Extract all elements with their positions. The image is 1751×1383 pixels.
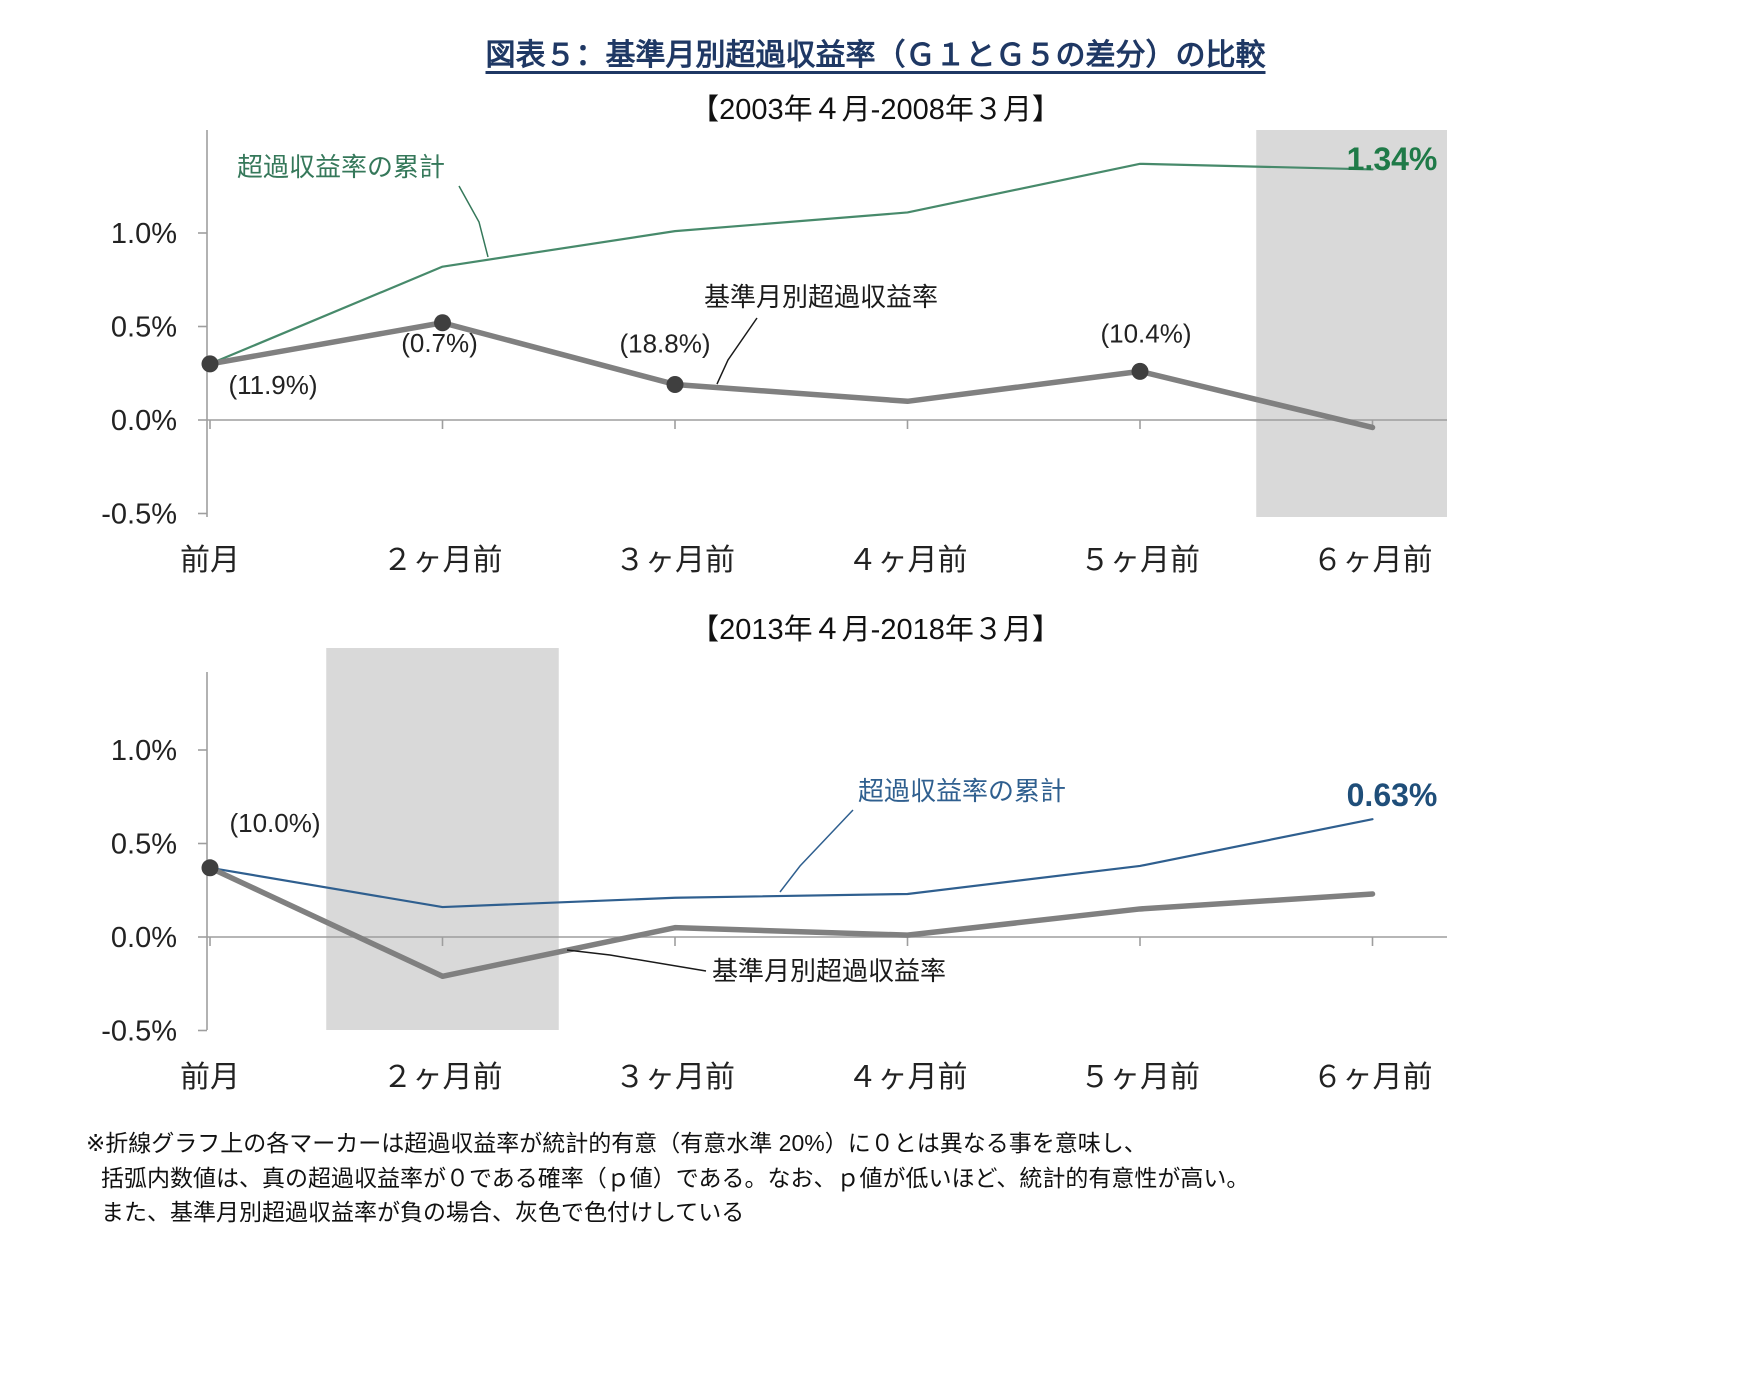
series-annotation-label: 基準月別超過収益率 — [704, 282, 938, 312]
y-tick-label: 0.5% — [111, 312, 177, 344]
annotation-callout — [716, 317, 758, 385]
series-line-cumulative — [208, 162, 1374, 365]
y-tick-label: -0.5% — [101, 499, 177, 531]
cumulative-end-value: 1.34% — [1347, 141, 1438, 177]
y-tick-label: -0.5% — [101, 1016, 177, 1048]
p-value-label: (11.9%) — [228, 370, 317, 400]
page-title: 図表５：基準月別超過収益率（Ｇ１とＧ５の差分）の比較 — [485, 39, 1266, 72]
category-label: ６ヶ月前 — [1313, 1061, 1433, 1094]
p-value-label: (18.8%) — [619, 328, 710, 358]
annotation-callout — [566, 949, 707, 972]
negative-month-shade — [326, 648, 559, 1030]
annotation-callout — [779, 809, 854, 893]
cumulative-end-value: 0.63% — [1347, 777, 1438, 813]
chart1-period-title: 【2003年４月-2008年３月】 — [690, 94, 1061, 126]
category-label: 前月 — [180, 1061, 240, 1094]
significance-marker — [201, 859, 219, 877]
series-annotation-label: 超過収益率の累計 — [237, 152, 445, 182]
chart-2013-2018: 1.0% 0.5% 0.0% -0.5%前月 ２ヶ月前 ３ヶ月前 ４ヶ月前 ５ヶ月前 ６ヶ月前 (… — [101, 648, 1447, 1094]
category-label: ５ヶ月前 — [1080, 544, 1200, 577]
footnote: ※折線グラフ上の各マーカーは超過収益率が統計的有意（有意水準 20%）に０とは異… — [86, 1126, 1249, 1230]
category-label: 前月 — [180, 544, 240, 577]
category-label: ６ヶ月前 — [1313, 544, 1433, 577]
p-value-label: (10.4%) — [1100, 318, 1191, 348]
category-label: ４ヶ月前 — [848, 1061, 968, 1094]
category-label: ３ヶ月前 — [615, 544, 735, 577]
p-value-label: (0.7%) — [401, 328, 478, 358]
category-label: ４ヶ月前 — [848, 544, 968, 577]
chart-2003-2008: 1.0% 0.5% 0.0% -0.5%前月 ２ヶ月前 ３ヶ月前 ４ヶ月前 ５ヶ月前 ６ヶ月前 (… — [101, 130, 1447, 577]
y-tick-label: 1.0% — [111, 218, 177, 250]
series-annotation-label: 超過収益率の累計 — [858, 776, 1066, 806]
significance-marker — [666, 375, 684, 393]
footnote-line-1: ※折線グラフ上の各マーカーは超過収益率が統計的有意（有意水準 20%）に０とは異… — [86, 1130, 1147, 1156]
negative-month-shade — [1256, 130, 1447, 517]
category-label: ３ヶ月前 — [615, 1061, 735, 1094]
category-label: ２ヶ月前 — [383, 1061, 503, 1094]
y-tick-label: 0.0% — [111, 922, 177, 954]
category-label: ５ヶ月前 — [1080, 1061, 1200, 1094]
significance-marker — [434, 314, 451, 332]
series-annotation-label: 基準月別超過収益率 — [712, 956, 946, 986]
significance-marker — [1131, 362, 1149, 380]
chart2-period-title: 【2013年４月-2018年３月】 — [690, 614, 1061, 646]
footnote-line-2: 括弧内数値は、真の超過収益率が０である確率（ｐ値）である。なお、ｐ値が低いほど、… — [101, 1164, 1250, 1191]
y-tick-label: 1.0% — [111, 735, 177, 767]
category-label: ２ヶ月前 — [383, 544, 503, 577]
p-value-label: (10.0%) — [229, 808, 320, 838]
series-line-cumulative — [208, 818, 1374, 909]
annotation-callout — [458, 185, 489, 258]
footnote-line-3: また、基準月別超過収益率が負の場合、灰色で色付けしている — [101, 1199, 745, 1225]
series-line-monthly — [207, 865, 1376, 980]
significance-marker — [201, 355, 219, 373]
y-tick-label: 0.0% — [111, 405, 177, 437]
series-line-monthly — [207, 320, 1376, 431]
y-tick-label: 0.5% — [111, 829, 177, 861]
